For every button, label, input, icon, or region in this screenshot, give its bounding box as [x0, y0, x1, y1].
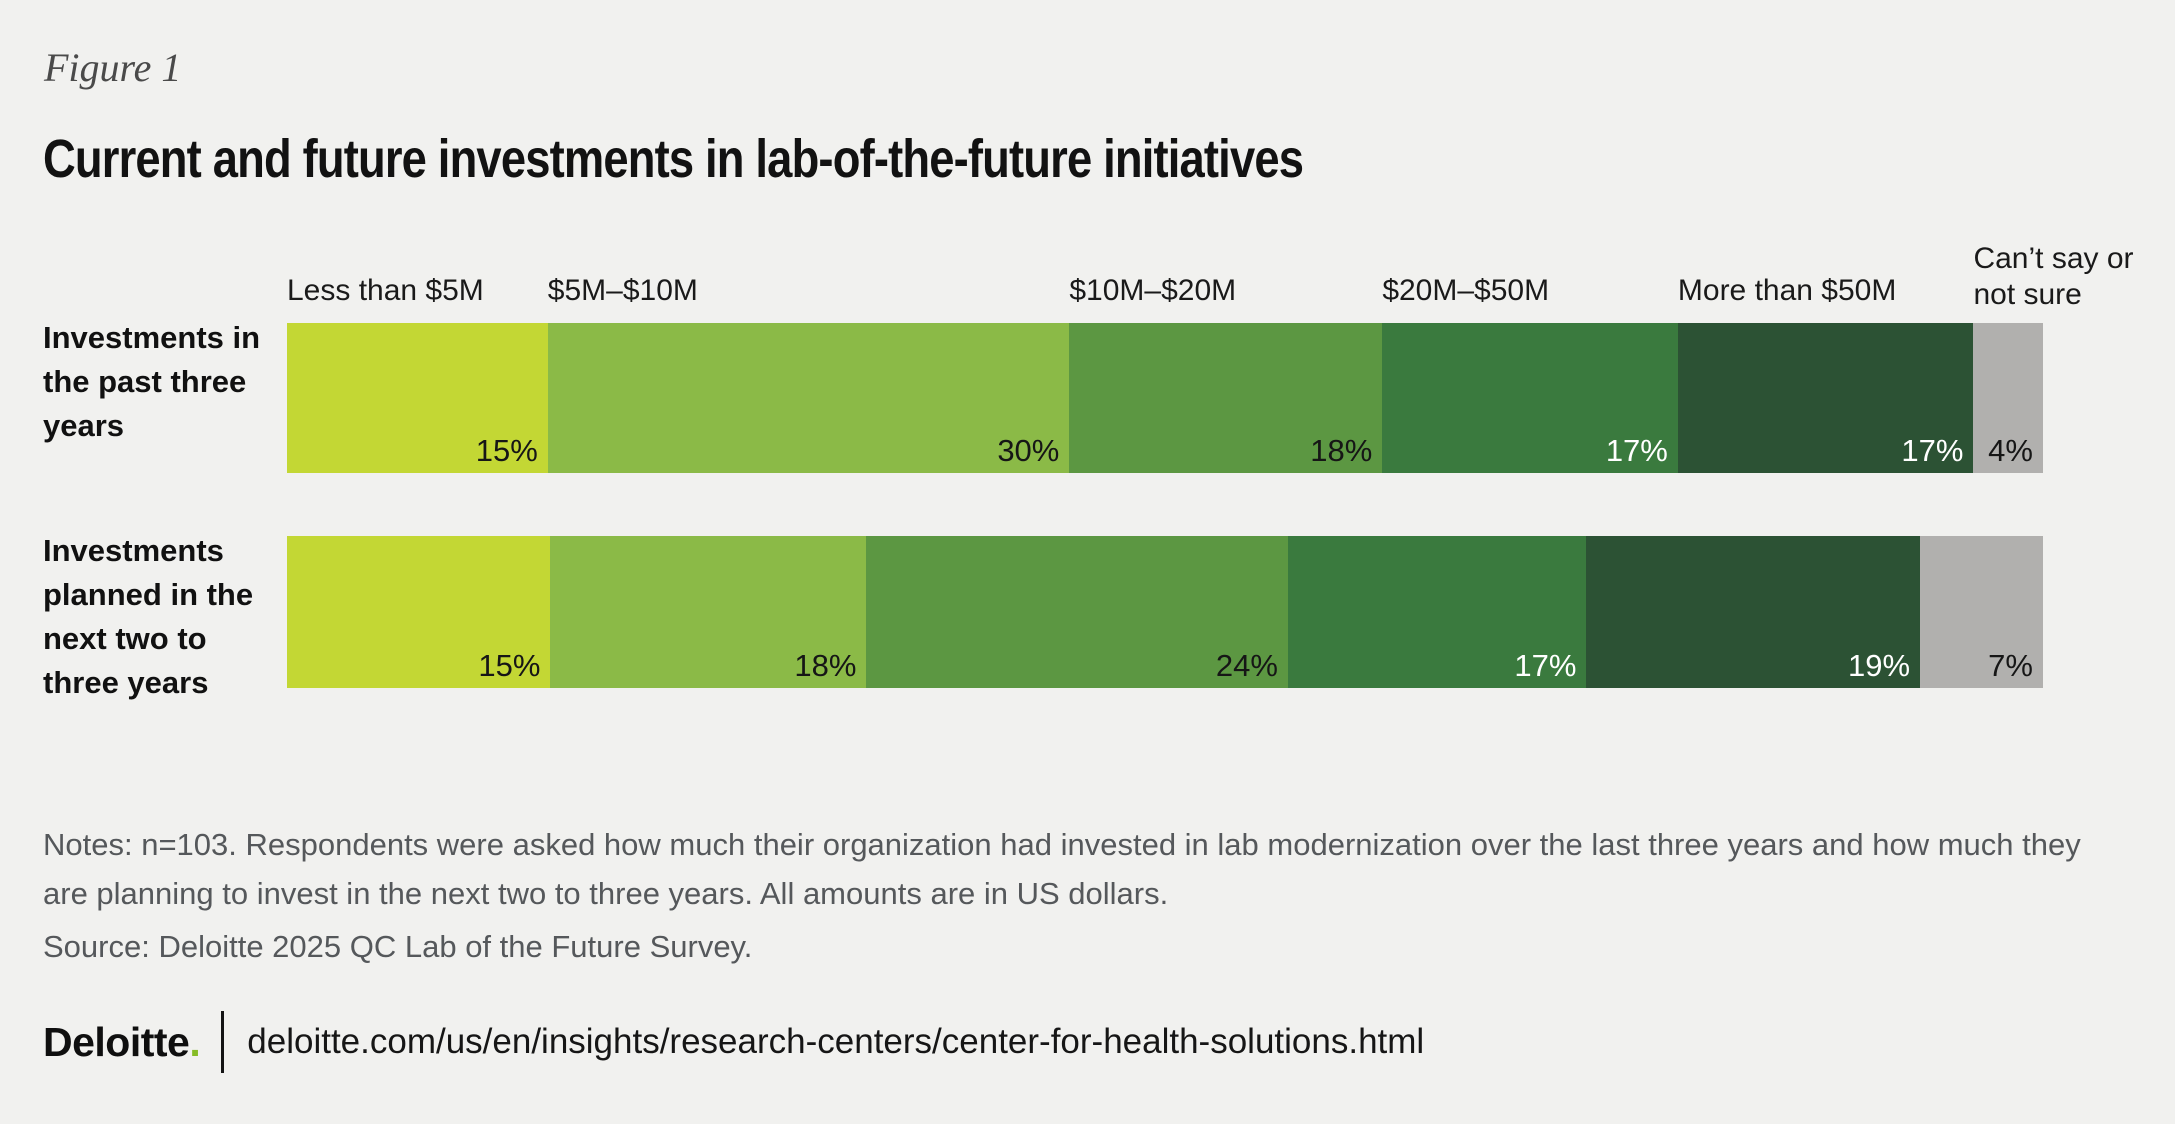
category-label: $20M–$50M — [1382, 274, 1550, 307]
bar-segment: 7% — [1920, 536, 2043, 688]
bar-segment: 24% — [866, 536, 1288, 688]
footer-divider-line — [221, 1011, 225, 1073]
bar-segment: 4% — [1973, 323, 2043, 473]
category-label: $10M–$20M — [1069, 274, 1237, 307]
segment-value-label: 4% — [1988, 433, 2033, 468]
row-label-planned-investments: Investments planned in the next two to t… — [43, 533, 254, 700]
segment-value-label: 18% — [1310, 433, 1373, 468]
segment-value-label: 19% — [1848, 648, 1911, 683]
bar-planned-investments: 15% 18% 24% 17% 19% 7% — [287, 536, 2043, 688]
segment-value-label: 17% — [1605, 433, 1668, 468]
figure-number-label: Figure 1 — [44, 45, 182, 90]
category-label: Can’t say or not sure — [1973, 242, 2134, 311]
bar-segment: 15% — [287, 323, 548, 473]
segment-value-label: 17% — [1901, 433, 1964, 468]
bar-segment: 17% — [1382, 323, 1678, 473]
segment-value-label: 24% — [1215, 648, 1278, 683]
chart-title: Current and future investments in lab-of… — [43, 129, 1304, 189]
segment-value-label: 15% — [478, 648, 541, 683]
row-label-past-investments: Investments in the past three years — [43, 320, 261, 443]
bar-segment: 30% — [547, 323, 1070, 473]
chart-source: Source: Deloitte 2025 QC Lab of the Futu… — [43, 929, 753, 964]
footer-url: deloitte.com/us/en/insights/research-cen… — [247, 1022, 1425, 1061]
bar-segment: 15% — [287, 536, 551, 688]
bar-past-investments: 15% 30% 18% 17% 17% 4% — [287, 323, 2043, 473]
segment-value-label: 15% — [475, 433, 538, 468]
category-label: More than $50M — [1677, 274, 1897, 307]
bar-segment: 18% — [1069, 323, 1383, 473]
chart-notes: Notes: n=103. Respondents were asked how… — [43, 827, 2081, 911]
bar-segment: 17% — [1677, 323, 1974, 473]
segment-value-label: 30% — [997, 433, 1060, 468]
deloitte-wordmark: Deloitte. — [43, 1018, 201, 1066]
segment-value-label: 18% — [794, 648, 857, 683]
segment-value-label: 17% — [1514, 648, 1577, 683]
segment-value-label: 7% — [1988, 648, 2033, 683]
footer: Deloitte. deloitte.com/us/en/insights/re… — [43, 1010, 1424, 1074]
deloitte-green-dot: . — [189, 1018, 201, 1065]
category-labels-row: Less than $5M $5M–$10M $10M–$20M $20M–$50M M… — [287, 236, 2134, 315]
category-label: $5M–$10M — [547, 274, 698, 307]
category-label: Less than $5M — [287, 274, 484, 307]
bar-segment: 19% — [1586, 536, 1921, 688]
deloitte-brand-text: Deloitte — [43, 1018, 190, 1065]
bar-segment: 18% — [550, 536, 867, 688]
bar-segment: 17% — [1287, 536, 1587, 688]
